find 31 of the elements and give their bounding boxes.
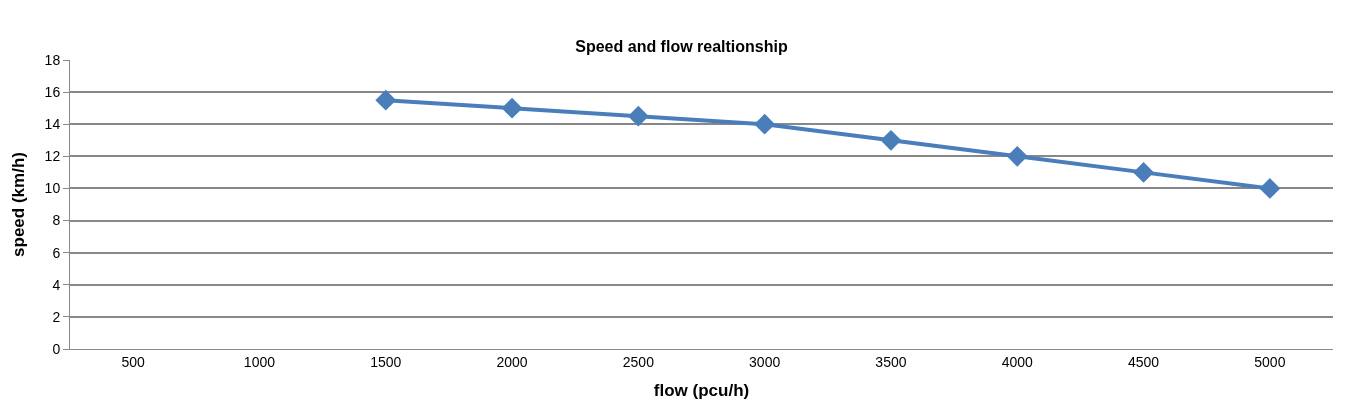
x-tick-label: 4000 xyxy=(1001,353,1034,370)
point xyxy=(627,105,649,127)
point xyxy=(1259,178,1281,199)
y-tick-label: 18 xyxy=(44,51,61,68)
x-tick-label: 2000 xyxy=(496,353,528,370)
y-tick-label: 16 xyxy=(44,84,61,101)
y-tick-label: 2 xyxy=(52,308,61,325)
y-axis-title: speed (km/h) xyxy=(9,152,29,257)
x-tick-label: 1000 xyxy=(243,353,276,370)
y-tick-label: 14 xyxy=(44,116,61,133)
y-tick-label: 8 xyxy=(52,212,61,229)
y-tick-label: 10 xyxy=(44,180,61,197)
point xyxy=(375,89,397,111)
y-tick-label: 6 xyxy=(52,244,61,261)
x-tick-label: 4500 xyxy=(1127,353,1160,370)
point xyxy=(1133,161,1154,183)
x-tick-label: 3500 xyxy=(875,353,907,370)
chart-title: Speed and flow realtionship xyxy=(575,38,788,56)
y-tick-label: 0 xyxy=(52,340,61,357)
x-tick-label: 3000 xyxy=(749,353,781,370)
point xyxy=(754,113,776,135)
y-tick-label: 4 xyxy=(52,276,61,293)
y-tick-label: 12 xyxy=(44,148,61,165)
x-axis-title: flow (pcu/h) xyxy=(653,381,750,401)
point xyxy=(880,129,902,151)
x-tick-label: 1500 xyxy=(370,353,402,370)
point xyxy=(1006,145,1028,167)
point xyxy=(501,97,523,119)
x-tick-label: 2500 xyxy=(622,353,655,370)
x-tick-label: 5000 xyxy=(1254,353,1286,370)
x-tick-label: 500 xyxy=(121,353,146,370)
